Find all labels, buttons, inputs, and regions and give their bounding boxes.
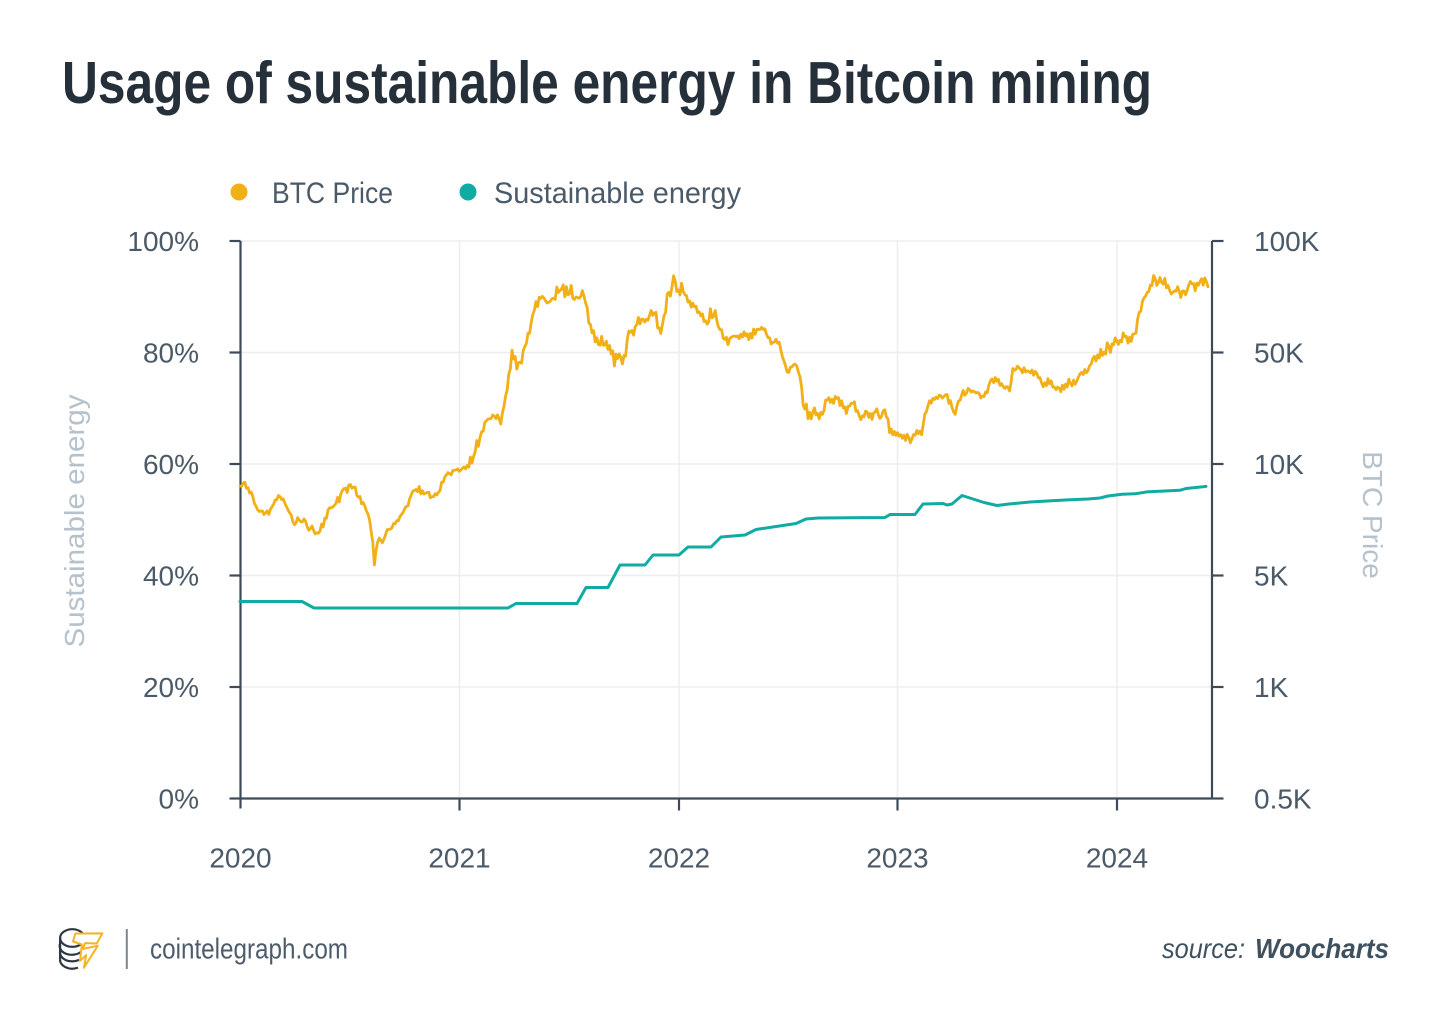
svg-text:Woocharts: Woocharts: [1255, 933, 1389, 964]
svg-text:0%: 0%: [159, 784, 199, 815]
svg-text:2020: 2020: [209, 843, 271, 874]
svg-text:5K: 5K: [1254, 561, 1289, 592]
svg-text:2021: 2021: [428, 843, 490, 874]
svg-text:20%: 20%: [143, 672, 199, 703]
svg-text:50K: 50K: [1254, 338, 1304, 369]
svg-text:BTC Price: BTC Price: [272, 177, 393, 210]
svg-text:100K: 100K: [1254, 226, 1320, 257]
svg-text:BTC Price: BTC Price: [1357, 451, 1388, 579]
svg-text:Usage of sustainable energy in: Usage of sustainable energy in Bitcoin m…: [62, 50, 1152, 116]
svg-text:80%: 80%: [143, 338, 199, 369]
svg-text:10K: 10K: [1254, 449, 1304, 480]
svg-text:0.5K: 0.5K: [1254, 784, 1312, 815]
svg-text:Sustainable energy: Sustainable energy: [59, 395, 90, 648]
svg-text:2023: 2023: [866, 843, 928, 874]
svg-text:2024: 2024: [1086, 843, 1148, 874]
svg-text:2022: 2022: [648, 843, 710, 874]
svg-text:cointelegraph.com: cointelegraph.com: [150, 934, 348, 966]
svg-text:1K: 1K: [1254, 672, 1289, 703]
svg-text:40%: 40%: [143, 561, 199, 592]
svg-text:Sustainable energy: Sustainable energy: [494, 177, 741, 210]
svg-text:100%: 100%: [127, 226, 199, 257]
svg-text:source:: source:: [1162, 933, 1245, 964]
svg-text:60%: 60%: [143, 449, 199, 480]
